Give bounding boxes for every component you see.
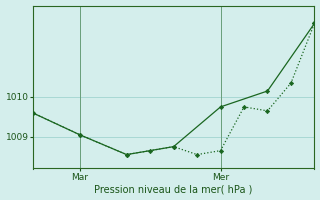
- X-axis label: Pression niveau de la mer( hPa ): Pression niveau de la mer( hPa ): [94, 184, 253, 194]
